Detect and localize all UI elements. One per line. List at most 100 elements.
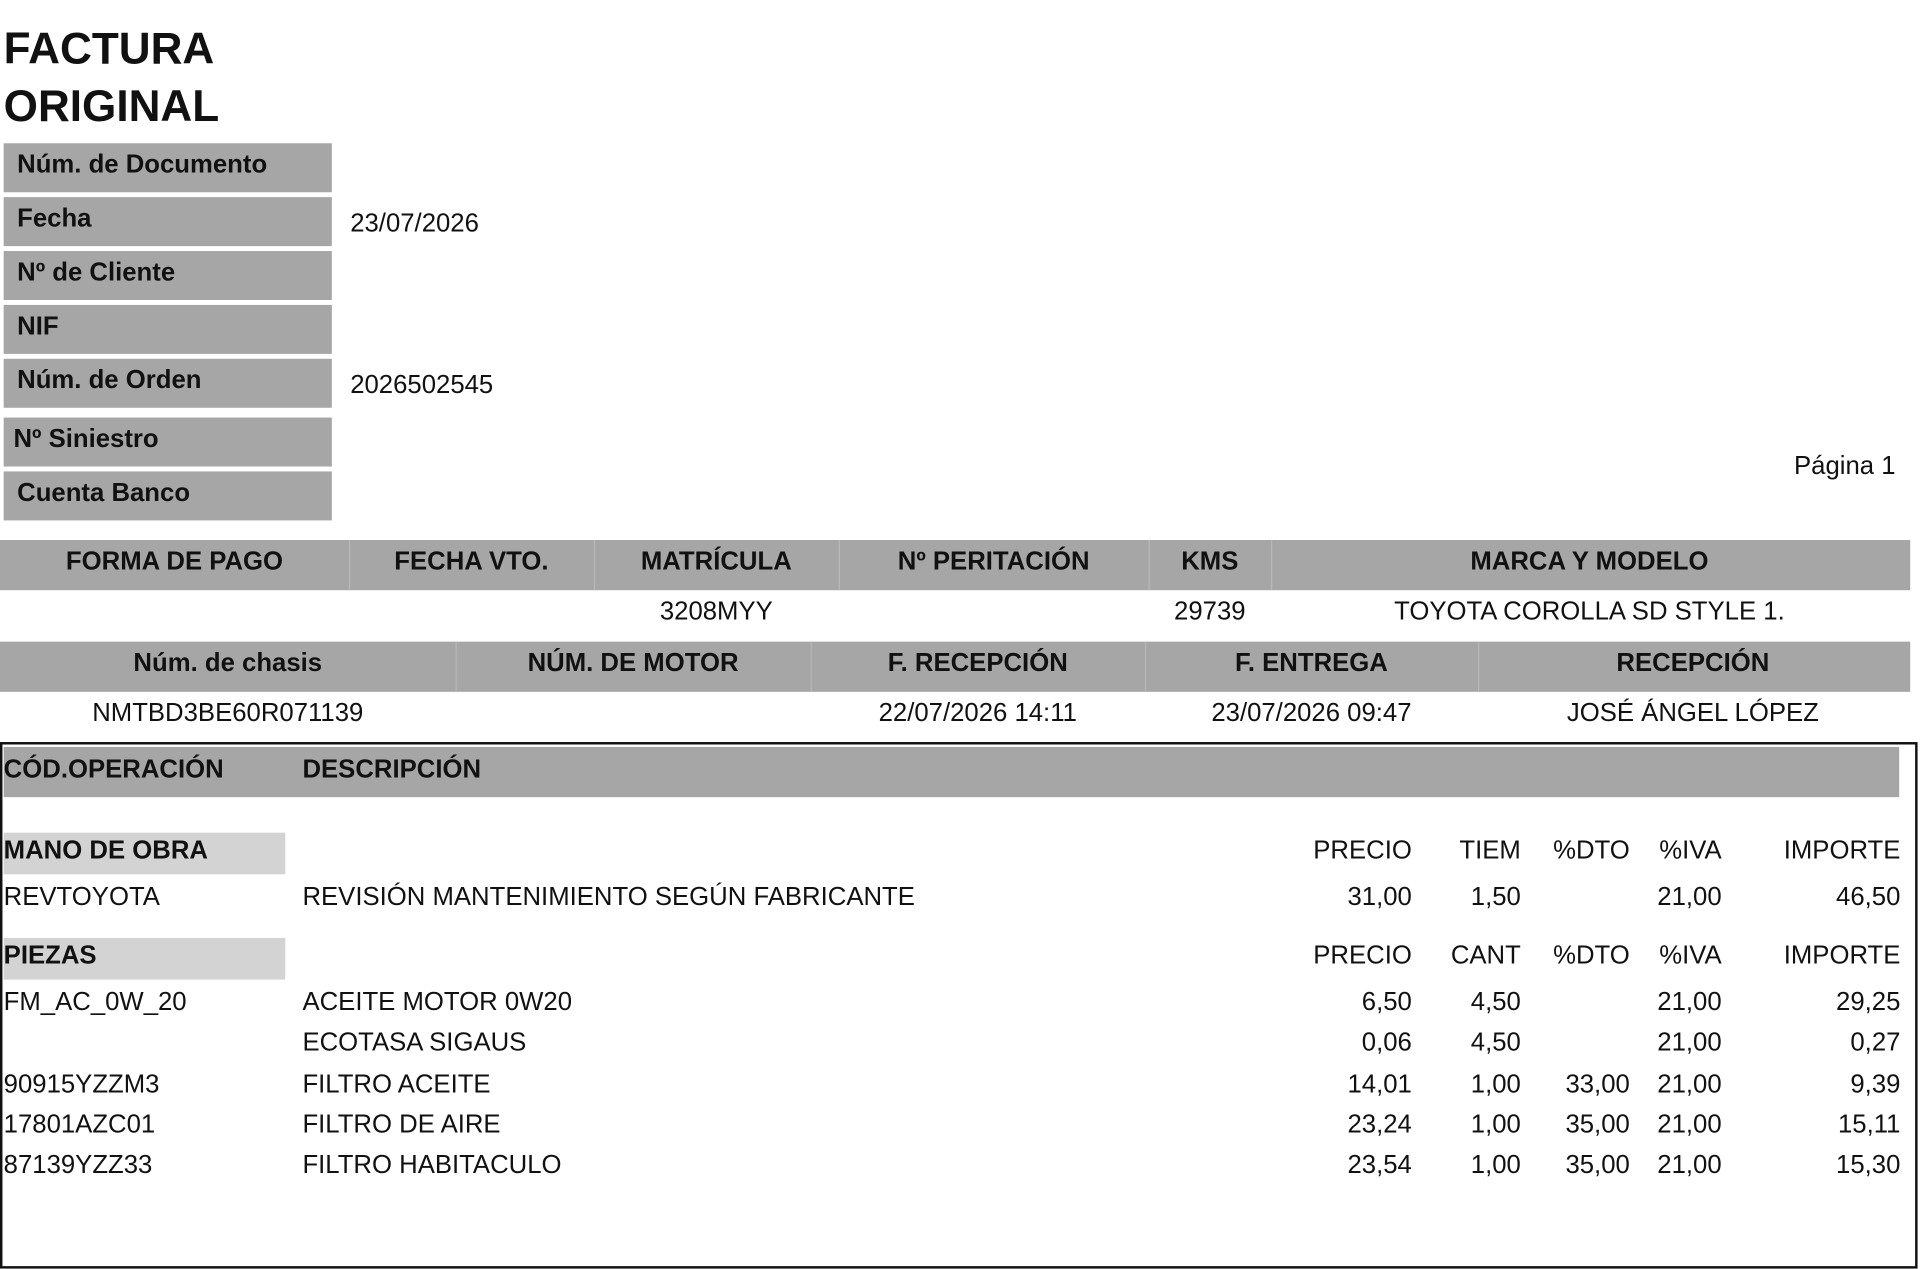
description: ECOTASA SIGAUS (302, 1028, 527, 1058)
cell: 0,27 (1850, 1028, 1901, 1058)
cell: 1,00 (1470, 1110, 1521, 1139)
code: 87139YZZ33 (3, 1151, 153, 1180)
column-header: PRECIO (1313, 836, 1412, 865)
column-header: KMS (1181, 547, 1239, 576)
cell: JOSÉ ÁNGEL LÓPEZ (1566, 699, 1819, 728)
column-header: CANT (1450, 941, 1521, 970)
column-header: MATRÍCULA (640, 547, 792, 576)
cell: 6,50 (1361, 988, 1412, 1017)
description: FILTRO HABITACULO (302, 1151, 562, 1180)
cell: 15,30 (1836, 1151, 1901, 1180)
description: FILTRO ACEITE (302, 1069, 491, 1098)
column-header: TIEM (1459, 836, 1521, 865)
field-box (3, 251, 332, 301)
column-header: FORMA DE PAGO (65, 547, 284, 576)
cell: 1,50 (1470, 882, 1521, 912)
cell: 35,00 (1565, 1151, 1630, 1180)
field-label: Núm. de Orden (17, 366, 202, 395)
cell: 1,00 (1470, 1069, 1521, 1098)
cell: TOYOTA COROLLA SD STYLE 1. (1394, 597, 1785, 626)
cell: 0,06 (1361, 1028, 1412, 1058)
field-box (3, 358, 332, 408)
field-box (3, 304, 332, 354)
operations-header (3, 746, 1900, 798)
field-label: Cuenta Banco (17, 478, 191, 507)
description: REVISIÓN MANTENIMIENTO SEGÚN FABRICANTE (302, 882, 915, 912)
code: 90915YZZM3 (3, 1069, 160, 1098)
divider (1148, 540, 1150, 591)
divider (593, 540, 596, 591)
column-header: CÓD.OPERACIÓN (3, 755, 224, 784)
divider (1477, 641, 1480, 692)
field-value: 2026502545 (350, 371, 494, 400)
cell: 33,00 (1565, 1069, 1630, 1098)
field-label: Fecha (17, 204, 92, 233)
table-header (0, 540, 1911, 591)
section-box (3, 832, 286, 875)
page-number: Página 1 (1794, 451, 1896, 481)
column-header: Nº PERITACIÓN (897, 547, 1090, 576)
cell: 23,24 (1347, 1110, 1412, 1139)
cell: 4,50 (1470, 1028, 1521, 1058)
column-header: PRECIO (1313, 941, 1412, 970)
field-box (3, 143, 332, 193)
cell: 21,00 (1657, 882, 1722, 912)
column-header: DESCRIPCIÓN (302, 755, 482, 784)
column-header: MARCA Y MODELO (1470, 547, 1709, 576)
section-title: PIEZAS (3, 941, 97, 970)
section-title: MANO DE OBRA (3, 836, 208, 865)
column-header: NÚM. DE MOTOR (527, 648, 739, 678)
code: 17801AZC01 (3, 1110, 156, 1139)
column-header: FECHA VTO. (394, 547, 549, 576)
divider (1271, 540, 1273, 591)
cell: 15,11 (1837, 1110, 1901, 1139)
divider (348, 540, 351, 591)
field-value: 23/07/2026 (350, 209, 479, 238)
cell: 21,00 (1657, 1069, 1722, 1098)
description: ACEITE MOTOR 0W20 (302, 988, 573, 1017)
cell: 9,39 (1850, 1069, 1901, 1098)
cell: NMTBD3BE60R071139 (92, 699, 364, 728)
cell: 3208MYY (659, 597, 773, 626)
cell: 21,00 (1657, 1110, 1722, 1139)
divider (838, 540, 841, 591)
column-header: %IVA (1659, 941, 1722, 970)
field-box (3, 417, 332, 467)
column-header: %DTO (1553, 941, 1630, 970)
column-header: %DTO (1553, 836, 1630, 865)
column-header: Núm. de chasis (133, 648, 323, 678)
divider (1144, 641, 1147, 692)
column-header: IMPORTE (1783, 836, 1901, 865)
cell: 14,01 (1347, 1069, 1412, 1098)
field-box (3, 471, 332, 521)
code: REVTOYOTA (3, 882, 160, 912)
operations-box (0, 742, 1918, 1269)
description: FILTRO DE AIRE (302, 1110, 501, 1139)
cell: 23/07/2026 09:47 (1211, 699, 1412, 728)
column-header: %IVA (1659, 836, 1722, 865)
column-header: F. ENTREGA (1235, 648, 1388, 678)
table-header (0, 641, 1911, 692)
divider (810, 641, 812, 692)
cell: 22/07/2026 14:11 (878, 699, 1077, 728)
cell: 29,25 (1836, 988, 1901, 1017)
field-label: NIF (17, 312, 59, 341)
cell: 21,00 (1657, 1028, 1722, 1058)
cell: 46,50 (1836, 882, 1901, 912)
field-label: Nº de Cliente (17, 258, 176, 287)
field-label: Núm. de Documento (17, 150, 268, 179)
column-header: RECEPCIÓN (1616, 648, 1770, 678)
cell: 4,50 (1470, 988, 1521, 1017)
cell: 21,00 (1657, 1151, 1722, 1180)
cell: 35,00 (1565, 1110, 1630, 1139)
cell: 1,00 (1470, 1151, 1521, 1180)
field-label: Nº Siniestro (13, 424, 159, 454)
title: ORIGINAL (3, 80, 220, 132)
column-header: F. RECEPCIÓN (887, 648, 1068, 678)
section-box (3, 937, 286, 980)
code: FM_AC_0W_20 (3, 988, 187, 1017)
divider (455, 641, 457, 692)
title: FACTURA (3, 23, 215, 74)
cell: 21,00 (1657, 988, 1722, 1017)
